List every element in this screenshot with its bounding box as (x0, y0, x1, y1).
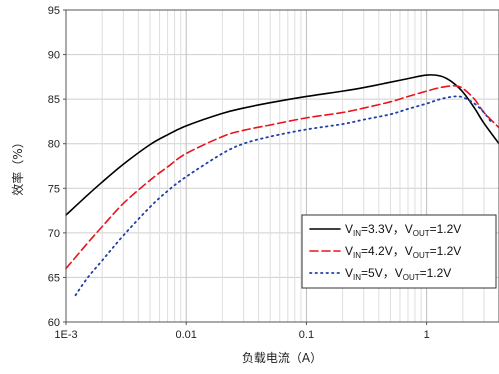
series-layer (65, 74, 499, 297)
plot-frame (65, 9, 499, 323)
legend-label-1: VIN=3.3V，VOUT=1.2V (345, 222, 461, 238)
y-tick-label: 95 (48, 5, 60, 17)
series-line-2 (65, 84, 499, 270)
y-tick-label: 90 (48, 50, 60, 62)
y-tick-label: 80 (48, 139, 60, 151)
legend-label-3: VIN=5V，VOUT=1.2V (345, 266, 451, 282)
legend: VIN=3.3V，VOUT=1.2V VIN=4.2V，VOUT=1.2V VIN=… (301, 214, 497, 289)
y-tick-label: 60 (48, 317, 60, 329)
y-tick-label: 85 (48, 94, 60, 106)
series-line-3 (74, 95, 493, 297)
tick-labels: 60 65 70 75 80 85 90 95 1E-3 0.01 0.1 1 (48, 5, 430, 341)
x-tick-label: 1E-3 (54, 329, 77, 341)
x-tick-label: 0.01 (175, 329, 196, 341)
x-axis-title: 负载电流（A） (242, 351, 322, 365)
x-tick-label: 0.1 (299, 329, 314, 341)
y-axis-title: 效率（%） (10, 136, 25, 195)
y-tick-label: 70 (48, 228, 60, 240)
y-tick-label: 65 (48, 272, 60, 284)
legend-label-2: VIN=4.2V，VOUT=1.2V (345, 244, 461, 260)
y-tick-label: 75 (48, 183, 60, 195)
x-tick-label: 1 (424, 329, 430, 341)
